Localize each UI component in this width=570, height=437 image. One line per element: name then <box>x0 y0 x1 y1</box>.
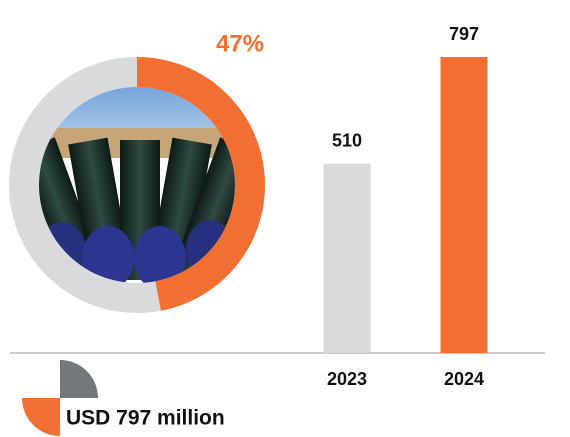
annotation: USD 797 million <box>66 407 225 430</box>
donut-arc <box>136 57 265 311</box>
bar-value-label: 797 <box>449 24 479 44</box>
x-tick-label: 2023 <box>327 369 367 389</box>
legend-icon-orange <box>22 398 60 436</box>
donut-label: 47% <box>216 30 264 57</box>
legend-icon-gray <box>60 360 98 398</box>
x-tick-label: 2024 <box>444 369 484 389</box>
bar <box>440 57 488 353</box>
bar <box>323 163 371 353</box>
bar-value-label: 510 <box>332 130 362 150</box>
